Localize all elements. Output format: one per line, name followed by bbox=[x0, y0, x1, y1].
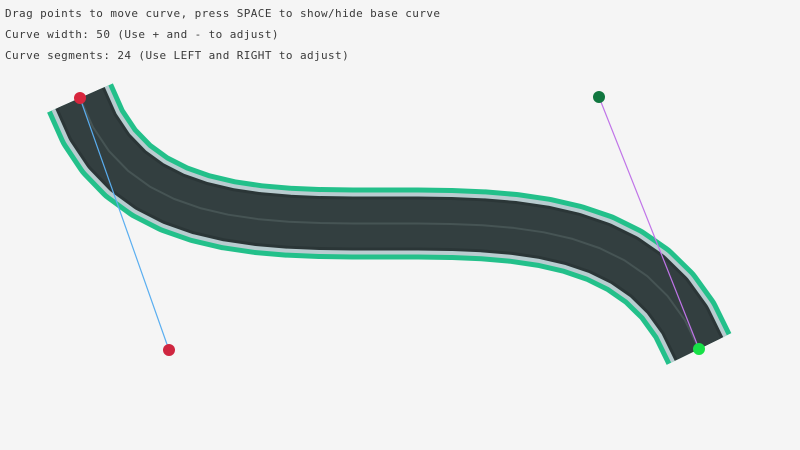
start-anchor-handle[interactable] bbox=[74, 92, 86, 104]
tangent-lines bbox=[79, 96, 700, 351]
end-tangent-line bbox=[598, 96, 700, 350]
road-ribbon bbox=[47, 83, 732, 365]
start-control-handle[interactable] bbox=[163, 344, 175, 356]
road-center-line bbox=[79, 97, 700, 350]
start-tangent-line bbox=[79, 97, 170, 351]
control-handles[interactable] bbox=[74, 91, 705, 356]
end-control-handle[interactable] bbox=[593, 91, 605, 103]
end-anchor-handle[interactable] bbox=[693, 343, 705, 355]
